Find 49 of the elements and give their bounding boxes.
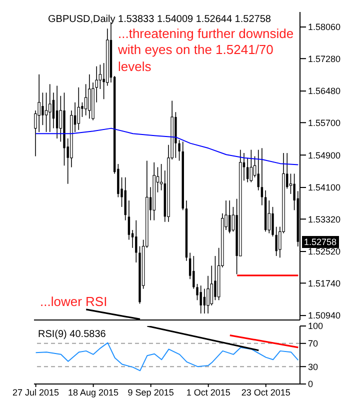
candlestick [200, 285, 202, 314]
y-tick-label: 100 [308, 321, 324, 332]
candlestick [246, 157, 249, 183]
y-tick-label: 1.52520 [308, 246, 341, 257]
candlestick [203, 288, 206, 314]
candlestick [128, 200, 130, 240]
y-tick-label: 1.58060 [308, 22, 341, 32]
candlestick [272, 206, 274, 237]
y-tick-label: 1.56480 [308, 86, 341, 96]
candlestick [44, 92, 48, 132]
candlestick [77, 86, 80, 130]
y-tick-label: 1.57280 [308, 54, 341, 64]
y-tick-label: 1.55700 [308, 118, 341, 128]
candlestick [257, 149, 260, 191]
annotation: RSI(9) 40.5836 [38, 329, 106, 342]
x-tick-label: 18 Aug 2015 [68, 387, 119, 398]
annotation: 1.52758 [302, 236, 339, 248]
annotation: ...lower RSI [40, 294, 108, 310]
candlestick [228, 200, 231, 234]
x-tick-label: 1 Oct 2015 [186, 387, 230, 398]
y-tick-label: 1.51740 [308, 278, 341, 288]
candlestick [48, 84, 52, 132]
candlestick [178, 140, 180, 162]
candlestick [84, 84, 88, 116]
y-tick-label: 1.54100 [308, 182, 341, 193]
line-series [35, 342, 299, 372]
candlestick [260, 148, 264, 206]
line-series [35, 128, 299, 166]
y-tick-label: 30 [308, 362, 318, 372]
y-tick-label: 1.53320 [308, 214, 341, 224]
candlestick [52, 92, 55, 129]
candlestick [192, 256, 195, 290]
candlestick [214, 256, 216, 301]
y-tick-label: 0 [308, 379, 314, 390]
candlestick [250, 149, 253, 183]
x-tick-label: 23 Oct 2015 [241, 387, 290, 398]
chart-title: GBPUSD,Daily 1.53833 1.54009 1.52644 1.52758 [48, 14, 271, 25]
candlestick [42, 92, 44, 126]
annotation: ...threatening further downside with eyes on the 1.5241/70 levels [118, 26, 295, 75]
y-tick-label: 1.50940 [308, 310, 341, 321]
candlestick [88, 74, 91, 119]
candlestick [135, 220, 138, 263]
candlestick [275, 226, 278, 256]
y-tick-label: 70 [308, 338, 318, 349]
candlestick [56, 85, 58, 139]
x-tick-label: 27 Jul 2015 [12, 387, 60, 398]
y-tick-label: 1.54900 [308, 150, 341, 160]
x-tick-label: 9 Sep 2015 [128, 387, 174, 398]
candlestick [98, 64, 102, 90]
